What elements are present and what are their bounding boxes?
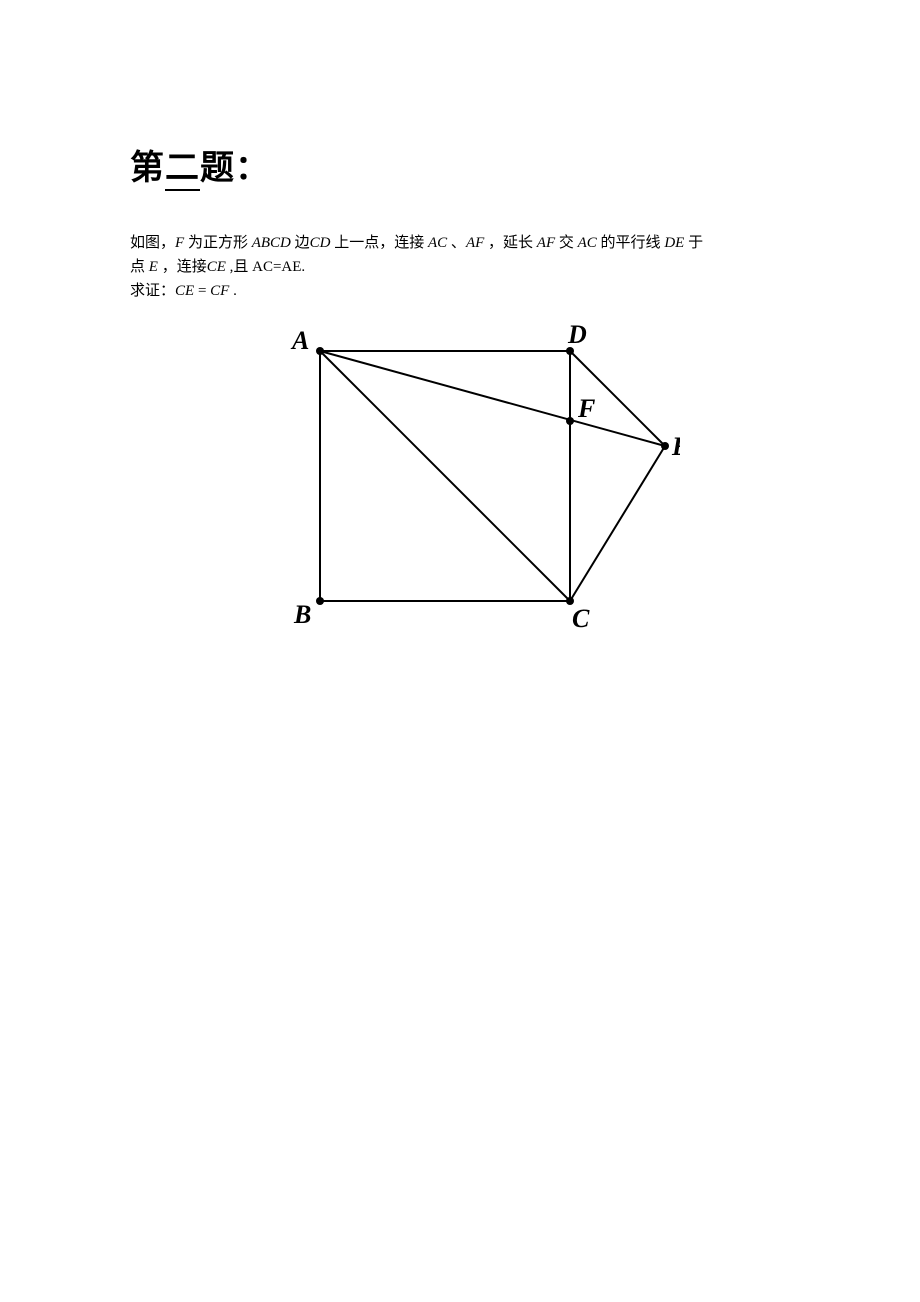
edge-AC: [320, 351, 570, 601]
geometry-figure: A D B C F E: [240, 311, 680, 641]
problem-title: 第二题：: [130, 140, 790, 189]
label-F: F: [577, 394, 595, 423]
text-run: AC: [578, 235, 597, 251]
title-prefix: 第: [130, 149, 165, 187]
point-B: [316, 597, 324, 605]
text-run: CE: [207, 259, 226, 275]
text-run: 于: [684, 235, 703, 251]
point-F: [566, 417, 574, 425]
problem-line-3: 求证：CE = CF .: [130, 279, 790, 303]
point-E: [661, 442, 669, 450]
label-A: A: [290, 326, 309, 355]
figure-container: A D B C F E: [130, 311, 790, 641]
text-run: 、: [447, 235, 466, 251]
text-run: ,且 AC=AE.: [226, 259, 305, 275]
text-run: AF: [537, 235, 555, 251]
text-run: .: [229, 283, 237, 299]
edge-CE: [570, 446, 665, 601]
text-run: 边: [291, 235, 310, 251]
text-run: CD: [310, 235, 331, 251]
text-run: CF: [210, 283, 229, 299]
text-run: 交: [555, 235, 578, 251]
problem-line-2: 点 E ，连接CE ,且 AC=AE.: [130, 255, 790, 279]
text-run: ABCD: [252, 235, 291, 251]
text-run: 点: [130, 259, 149, 275]
text-run: AC: [428, 235, 447, 251]
label-E: E: [671, 432, 680, 461]
text-run: F: [175, 235, 184, 251]
text-run: DE: [664, 235, 684, 251]
text-run: =: [194, 283, 210, 299]
edge-AE: [320, 351, 665, 446]
text-run: ，连接: [158, 259, 207, 275]
label-C: C: [572, 604, 590, 633]
text-run: E: [149, 259, 158, 275]
text-run: ，延长: [484, 235, 537, 251]
problem-line-1: 如图，F 为正方形 ABCD 边CD 上一点，连接 AC 、AF ，延长 AF …: [130, 231, 790, 255]
label-D: D: [567, 320, 587, 349]
title-suffix: 题：: [200, 149, 270, 187]
text-run: CE: [175, 283, 194, 299]
text-run: AF: [466, 235, 484, 251]
title-underlined: 二: [165, 149, 200, 191]
text-run: 为正方形: [184, 235, 252, 251]
point-A: [316, 347, 324, 355]
text-run: 如图，: [130, 235, 175, 251]
text-run: 上一点，连接: [330, 235, 428, 251]
text-run: 的平行线: [597, 235, 665, 251]
text-run: 求证：: [130, 283, 175, 299]
problem-body: 如图，F 为正方形 ABCD 边CD 上一点，连接 AC 、AF ，延长 AF …: [130, 231, 790, 303]
label-B: B: [293, 600, 311, 629]
